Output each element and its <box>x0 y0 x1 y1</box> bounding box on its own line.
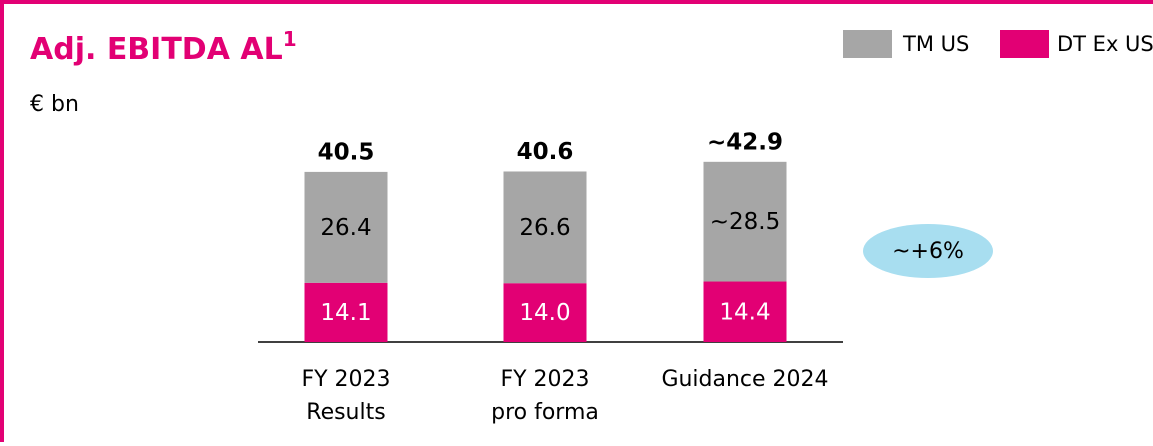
title-footnote: 1 <box>283 27 297 51</box>
bar-segment <box>703 281 787 342</box>
x-tick-label: FY 2023 <box>500 367 589 392</box>
bar-segment <box>304 171 388 283</box>
value-label: 14.0 <box>519 300 570 326</box>
total-label: 40.6 <box>517 139 574 165</box>
value-label: 26.4 <box>320 215 371 241</box>
bar-segment <box>703 161 787 282</box>
value-label: ~28.5 <box>710 209 780 235</box>
value-label: 26.6 <box>519 215 570 241</box>
bar-segment <box>503 283 587 342</box>
subtitle: € bn <box>30 92 79 117</box>
bar-segment <box>503 171 587 284</box>
title-text: Adj. EBITDA AL <box>30 32 283 67</box>
x-tick-label: Guidance 2024 <box>661 367 828 392</box>
total-label: ~42.9 <box>707 129 783 155</box>
chart-title: Adj. EBITDA AL1 <box>30 27 297 67</box>
frame-left <box>0 0 4 442</box>
x-tick-label: FY 2023 <box>301 367 390 392</box>
growth-bubble <box>863 224 993 278</box>
bar-segment <box>304 282 388 342</box>
x-tick-label: Results <box>306 400 385 425</box>
total-label: 40.5 <box>318 139 375 165</box>
legend-label: TM US <box>902 32 969 56</box>
value-label: 14.4 <box>719 299 770 325</box>
value-label: 14.1 <box>320 300 371 326</box>
legend-label: DT Ex US <box>1057 32 1153 56</box>
x-tick-label: pro forma <box>491 400 599 425</box>
legend-swatch <box>1000 30 1049 58</box>
annotation: ~+6% <box>892 239 964 264</box>
frame-top <box>0 0 1153 4</box>
legend-swatch <box>843 30 892 58</box>
